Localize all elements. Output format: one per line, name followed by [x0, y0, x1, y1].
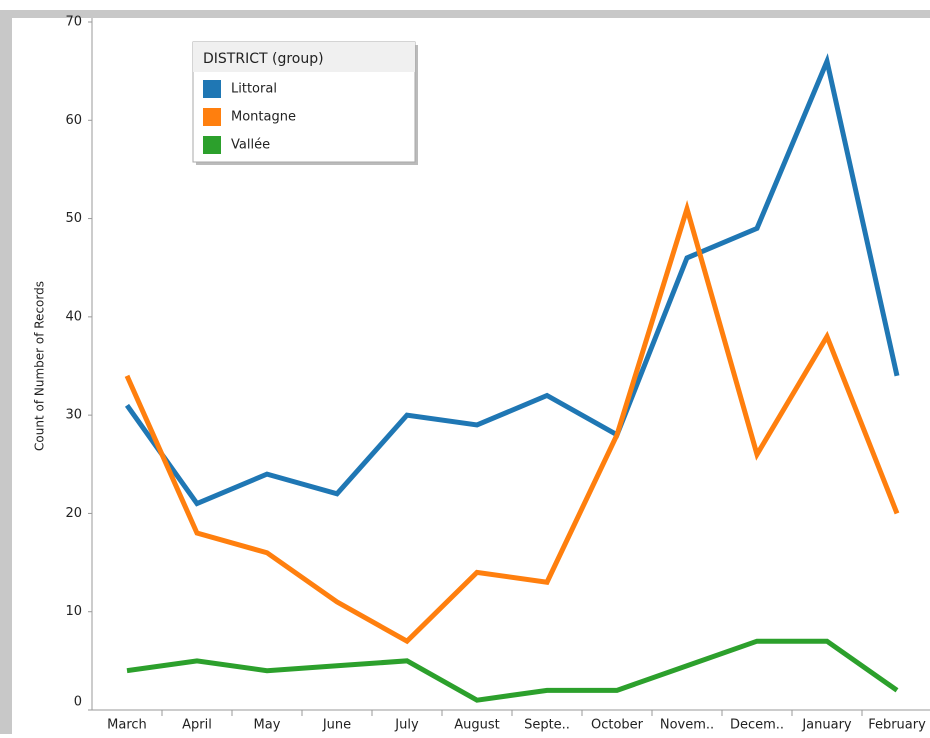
y-axis-label: Count of Number of Records [33, 281, 47, 451]
y-tick-label: 40 [65, 309, 82, 324]
series-line [124, 199, 900, 645]
legend-label: Vallée [231, 138, 270, 153]
legend-swatch [203, 108, 221, 126]
y-tick-label: 10 [65, 604, 82, 619]
x-tick-label: Novem.. [660, 718, 714, 733]
y-tick-label: 70 [65, 15, 82, 30]
y-tick-label: 50 [65, 211, 82, 226]
y-tick-label: 0 [74, 695, 82, 710]
y-tick-label: 60 [65, 113, 82, 128]
x-tick-label: Decem.. [730, 718, 784, 733]
y-tick-label: 20 [65, 506, 82, 521]
legend-header [193, 42, 415, 72]
x-tick-label: October [591, 718, 644, 733]
x-tick-label: May [254, 718, 281, 733]
top-border [0, 10, 930, 18]
y-tick-label: 30 [65, 408, 82, 423]
x-tick-label: June [322, 718, 351, 733]
legend-title: DISTRICT (group) [203, 51, 324, 67]
x-tick-label: July [394, 718, 419, 733]
x-tick-label: February [868, 718, 926, 733]
x-tick-label: August [454, 718, 500, 733]
x-tick-label: April [182, 718, 212, 733]
series-line [126, 638, 899, 703]
legend-label: Montagne [231, 110, 296, 125]
left-border [0, 10, 12, 734]
legend-swatch [203, 136, 221, 154]
x-tick-label: January [801, 718, 852, 733]
legend-swatch [203, 80, 221, 98]
series-line [124, 53, 900, 507]
legend-label: Littoral [231, 82, 277, 97]
x-tick-label: Septe.. [524, 718, 570, 733]
x-tick-label: March [107, 718, 147, 733]
